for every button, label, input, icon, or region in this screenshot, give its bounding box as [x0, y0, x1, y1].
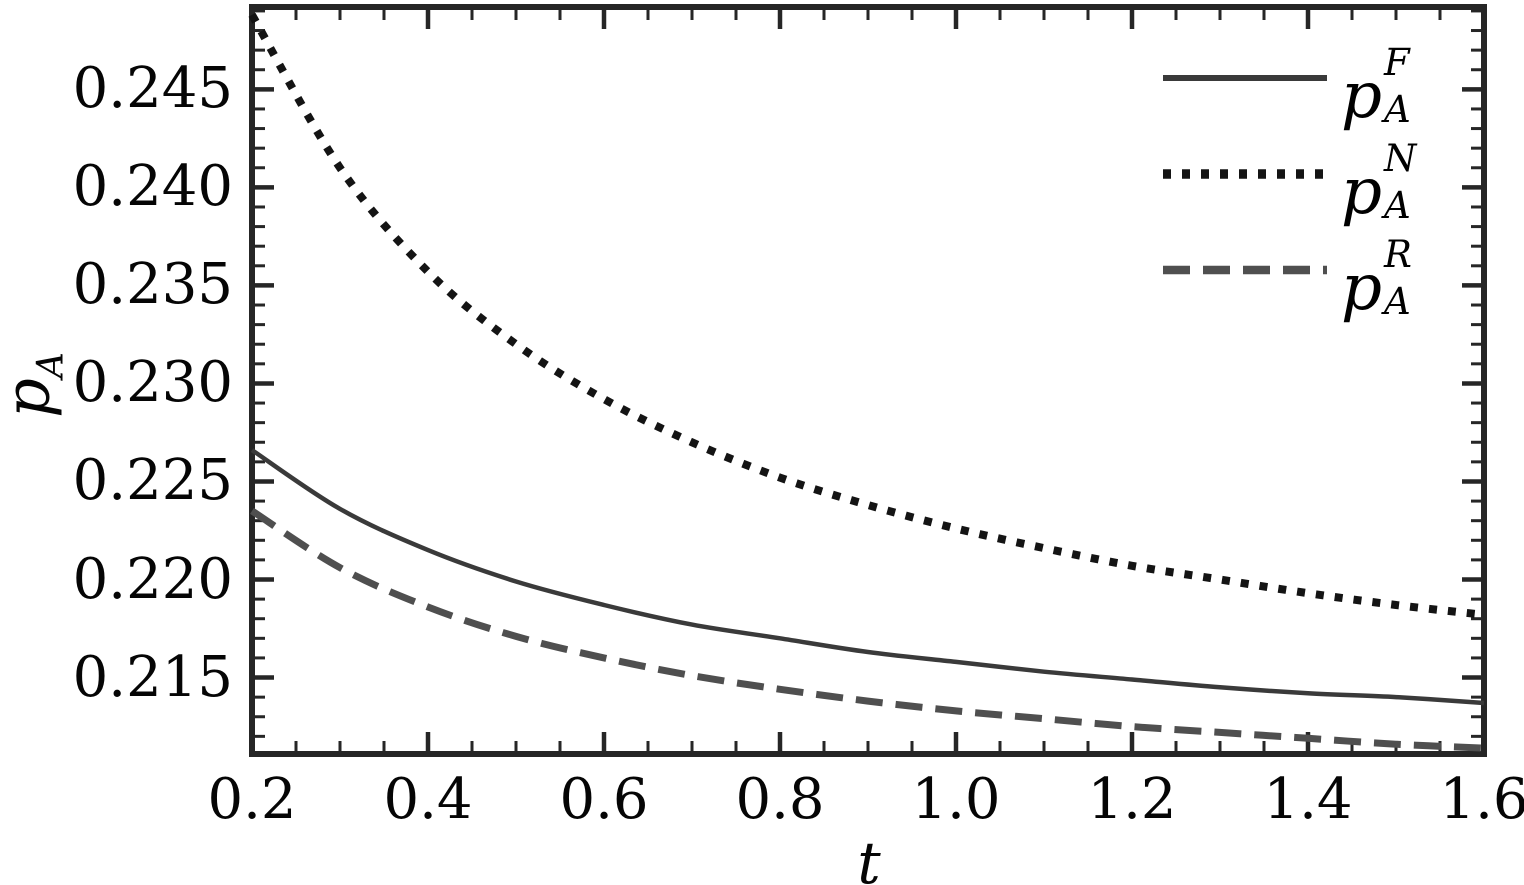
- legend-label-main: p: [1341, 155, 1382, 229]
- x-tick-label: 1.2: [1087, 767, 1177, 832]
- x-tick-label: 0.4: [383, 767, 473, 832]
- x-tick-label: 1.0: [911, 767, 1001, 832]
- x-tick-label: 0.8: [735, 767, 825, 832]
- x-tick-label: 1.4: [1263, 767, 1353, 832]
- x-axis-label: t: [857, 829, 881, 885]
- x-tick-label: 1.6: [1439, 767, 1524, 832]
- y-axis-label: pA: [0, 352, 72, 418]
- y-tick-label: 0.235: [72, 252, 233, 318]
- curve-p-a-n: [248, 12, 1485, 619]
- legend-label-subscript: A: [1383, 184, 1411, 227]
- y-tick-label: 0.230: [72, 350, 233, 416]
- y-tick-label: 0.215: [72, 644, 233, 710]
- legend-label-superscript: N: [1383, 137, 1417, 180]
- plot-frame: [249, 4, 1487, 757]
- y-tick-label: 0.240: [72, 154, 233, 220]
- legend-label-subscript: A: [1383, 280, 1411, 323]
- curve-p-a-f: [250, 448, 1485, 706]
- legend-label-superscript: F: [1383, 41, 1410, 84]
- legend-label-subscript: A: [1383, 88, 1411, 131]
- x-tick-label: 0.6: [559, 767, 649, 832]
- y-axis-label-main: p: [0, 378, 64, 418]
- y-axis-label-subscript: A: [30, 352, 72, 379]
- legend-label-superscript: R: [1383, 233, 1412, 276]
- legend-label-main: p: [1341, 59, 1382, 133]
- curve-p-a-r: [250, 507, 1485, 752]
- y-tick-label: 0.225: [72, 448, 233, 514]
- y-tick-label: 0.245: [72, 56, 233, 122]
- x-tick-label: 0.2: [207, 767, 297, 832]
- y-tick-label: 0.220: [72, 546, 233, 612]
- legend-label-main: p: [1341, 251, 1382, 325]
